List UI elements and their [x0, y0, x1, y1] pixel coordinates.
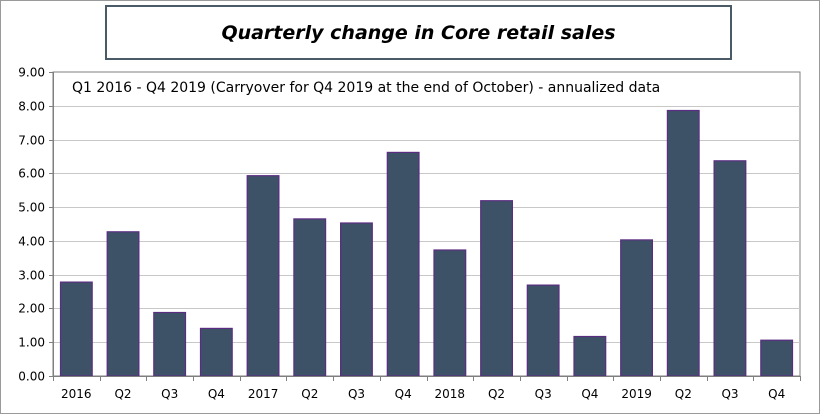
- x-tick-label: Q2: [675, 387, 692, 401]
- chart-title-box: Quarterly change in Core retail sales: [105, 5, 732, 60]
- bar: [526, 284, 560, 377]
- x-tick-label: 2019: [621, 387, 652, 401]
- y-tick-label: 7.00: [18, 134, 45, 148]
- bar: [293, 218, 327, 377]
- x-tick-label: Q4: [208, 387, 225, 401]
- x-tick-label: Q2: [301, 387, 318, 401]
- x-tick-label: 2017: [248, 387, 279, 401]
- x-tick-label: Q3: [721, 387, 738, 401]
- x-tick-label: 2016: [61, 387, 92, 401]
- x-tick-label: Q4: [768, 387, 785, 401]
- bar: [620, 239, 654, 377]
- y-tick-label: 5.00: [18, 201, 45, 215]
- bar: [199, 327, 233, 377]
- y-tick-label: 4.00: [18, 235, 45, 249]
- x-tick-label: Q4: [581, 387, 598, 401]
- bar: [666, 109, 700, 377]
- y-tick-label: 1.00: [18, 336, 45, 350]
- y-tick-label: 9.00: [18, 66, 45, 80]
- x-tick-label: Q2: [488, 387, 505, 401]
- x-tick-label: Q3: [535, 387, 552, 401]
- bar: [340, 222, 373, 377]
- y-tick-label: 6.00: [18, 167, 45, 181]
- bar: [760, 339, 794, 377]
- x-tick-label: Q3: [348, 387, 365, 401]
- bar: [106, 231, 140, 377]
- bar: [153, 311, 187, 377]
- y-tick-label: 2.00: [18, 302, 45, 316]
- x-tick-label: Q4: [395, 387, 412, 401]
- bar: [480, 200, 514, 377]
- x-tick-label: Q2: [114, 387, 131, 401]
- y-tick-label: 0.00: [18, 370, 45, 384]
- x-tick-label: 2018: [435, 387, 466, 401]
- chart-subtitle: Q1 2016 - Q4 2019 (Carryover for Q4 2019…: [72, 80, 661, 96]
- x-tick-label: Q3: [161, 387, 178, 401]
- bar: [59, 281, 93, 377]
- y-tick-label: 3.00: [18, 269, 45, 283]
- bar: [433, 249, 467, 377]
- bar: [713, 160, 747, 377]
- y-tick-label: 8.00: [18, 100, 45, 114]
- bar: [386, 151, 420, 377]
- chart-title: Quarterly change in Core retail sales: [221, 21, 616, 44]
- bar: [573, 335, 607, 377]
- bar: [246, 175, 280, 377]
